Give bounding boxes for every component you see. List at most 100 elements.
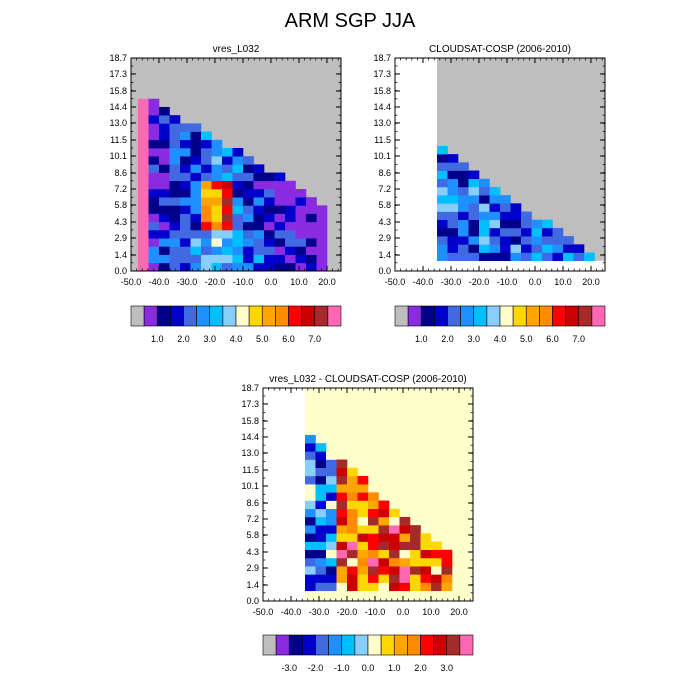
y-tick-label: 8.6 (114, 168, 127, 178)
heatmap-cell (399, 525, 411, 534)
heatmap-cell (222, 147, 233, 157)
heatmap-cell (315, 541, 327, 551)
colorbar-label: 1.0 (415, 334, 428, 344)
heatmap-cell (222, 172, 233, 182)
y-tick-label: 14.4 (373, 102, 391, 112)
heatmap-cell (468, 244, 480, 253)
colorbar-swatch (275, 634, 290, 656)
heatmap-cell (148, 229, 160, 239)
y-tick-label: 1.4 (246, 580, 259, 590)
heatmap-cell (347, 557, 358, 567)
y-tick-label: 4.3 (246, 547, 259, 557)
heatmap-cell (243, 262, 254, 272)
panel-2: CLOUDSAT-COSP (2006-2010) -50.0 -40.0 -30.0… (373, 44, 606, 287)
heatmap-cell (148, 98, 160, 108)
heatmap-cell (357, 549, 369, 559)
heatmap-cell (274, 205, 286, 214)
heatmap-cell (232, 147, 244, 157)
x-tick-label: 10.0 (290, 277, 308, 287)
heatmap-cell (211, 254, 223, 264)
colorbar-swatch (262, 634, 277, 656)
heatmap-cell (305, 557, 316, 567)
heatmap-cell (357, 566, 369, 575)
heatmap-cell (222, 197, 233, 206)
heatmap-cell (357, 525, 369, 534)
heatmap-cell (243, 180, 254, 190)
heatmap-cell (420, 574, 432, 583)
heatmap-cell (357, 574, 369, 583)
heatmap-cell (190, 180, 202, 190)
heatmap-cell (295, 246, 307, 255)
heatmap-cell (264, 221, 275, 231)
heatmap-cell (180, 229, 191, 239)
heatmap-cell (378, 500, 390, 510)
heatmap-cell (431, 574, 442, 583)
heatmap-cell (357, 508, 369, 518)
heatmap-cell (159, 254, 170, 264)
heatmap-cell (410, 582, 421, 592)
heatmap-cell (243, 238, 254, 247)
heatmap-cell (211, 156, 223, 165)
colorbar-swatch (394, 305, 409, 327)
heatmap-cell (420, 566, 432, 575)
colorbar-swatch (486, 305, 501, 327)
heatmap-cell (305, 525, 316, 534)
colorbar-swatch (183, 305, 197, 327)
heatmap-cell (447, 203, 459, 212)
heatmap-cell (510, 236, 522, 245)
colorbar-swatch (393, 634, 408, 656)
heatmap-cell (211, 246, 223, 255)
heatmap-cell (138, 205, 149, 214)
heatmap-cell (458, 244, 469, 253)
colorbar-swatch (539, 305, 553, 327)
heatmap-cell (169, 188, 181, 198)
heatmap-cell (347, 574, 358, 583)
y-tick-label: 14.4 (241, 432, 259, 442)
heatmap-cell (306, 254, 317, 264)
heatmap-cell (222, 254, 233, 264)
heatmap-cell (148, 254, 160, 264)
heatmap-cell (316, 262, 328, 272)
heatmap-cell (357, 533, 369, 542)
heatmap-cell (410, 525, 421, 534)
heatmap-cell (180, 156, 191, 165)
y-tick-label: 1.4 (378, 250, 391, 260)
colorbar-swatch (222, 305, 237, 327)
colorbar-swatch (288, 634, 303, 656)
heatmap-cell (285, 180, 296, 190)
heatmap-cell (264, 172, 275, 182)
heatmap-cell (357, 500, 369, 510)
heatmap-cell (232, 156, 244, 165)
heatmap-cell (420, 557, 432, 567)
heatmap-cell (253, 205, 265, 214)
colorbar-label: -1.0 (334, 663, 350, 673)
heatmap-cell (253, 172, 265, 182)
heatmap-cell (368, 566, 379, 575)
heatmap-cell (159, 123, 170, 132)
heatmap-cell (148, 262, 160, 272)
colorbar-swatch (552, 305, 566, 327)
heatmap-cell (315, 582, 327, 592)
heatmap-cell (211, 229, 223, 239)
y-tick-label: 15.8 (109, 86, 127, 96)
heatmap-cell (347, 467, 358, 477)
y-tick-label: 7.2 (114, 184, 127, 194)
heatmap-cell (315, 525, 327, 534)
heatmap-cell (479, 244, 490, 253)
heatmap-cell (347, 508, 358, 518)
heatmap-cell (169, 205, 181, 214)
heatmap-cell (180, 197, 191, 206)
heatmap-cell (180, 164, 191, 173)
heatmap-cell (378, 582, 390, 592)
colorbar-swatch (473, 305, 488, 327)
heatmap-cell (500, 252, 511, 262)
heatmap-cell (531, 219, 543, 229)
heatmap-cell (437, 195, 448, 204)
heatmap-cell (521, 211, 532, 221)
x-tick-label: -40.0 (149, 277, 170, 287)
heatmap-cell (316, 254, 328, 264)
colorbar-swatch (446, 634, 461, 656)
colorbar-label: 4.0 (494, 334, 507, 344)
heatmap-cell (410, 566, 421, 575)
